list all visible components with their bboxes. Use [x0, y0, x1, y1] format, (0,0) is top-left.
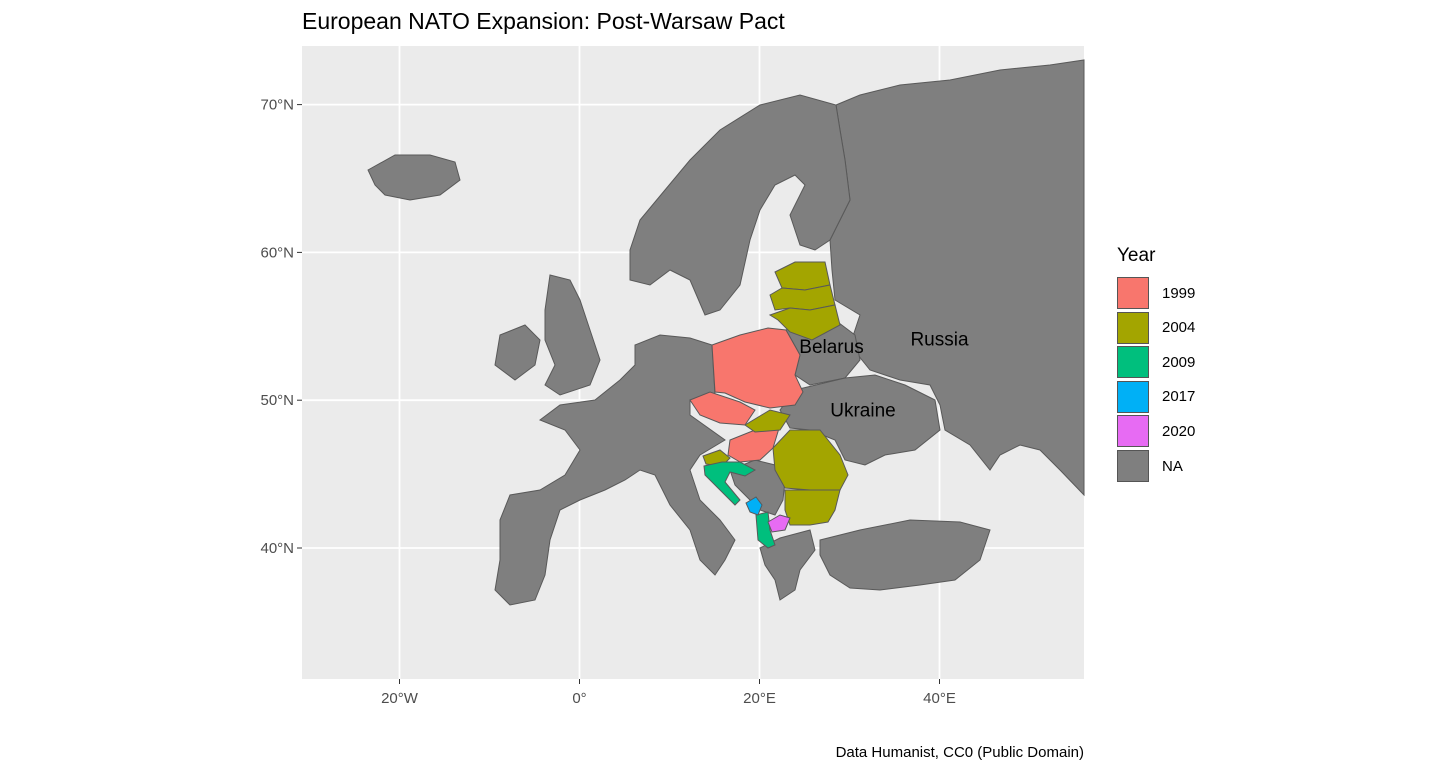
country-russia	[829, 59, 1085, 497]
legend-title: Year	[1117, 245, 1156, 266]
x-tick-label: 0°	[572, 690, 586, 707]
legend-item-na: NA	[1117, 449, 1183, 483]
legend-item-1999: 1999	[1117, 276, 1195, 310]
country-poland	[711, 327, 804, 409]
country-north-macedonia	[767, 514, 791, 533]
legend-swatch	[1117, 380, 1149, 413]
x-tick-label: 20°E	[743, 690, 776, 707]
country-label-ukraine: Ukraine	[830, 400, 895, 421]
caption: Data Humanist, CC0 (Public Domain)	[835, 744, 1084, 761]
country-lithuania	[768, 304, 841, 341]
y-tick-label: 60°N	[260, 244, 294, 261]
country-romania	[772, 429, 849, 491]
y-tick-label: 70°N	[260, 97, 294, 114]
country-label-belarus: Belarus	[799, 337, 863, 358]
legend-swatch	[1117, 311, 1149, 344]
x-tick-label: 20°W	[381, 690, 419, 707]
legend-label: NA	[1162, 457, 1183, 475]
country-bulgaria	[784, 489, 841, 526]
legend-item-2009: 2009	[1117, 345, 1195, 379]
country-albania	[755, 511, 776, 549]
country-ukraine	[779, 374, 941, 466]
legend-swatch	[1117, 415, 1149, 448]
legend-swatch	[1117, 277, 1149, 309]
x-tick-label: 40°E	[923, 690, 956, 707]
legend-label: 2017	[1162, 388, 1196, 406]
legend-item-2004: 2004	[1117, 311, 1195, 345]
legend-swatch	[1117, 450, 1149, 482]
land-layer	[367, 59, 1085, 606]
country-czech-republic	[689, 391, 756, 426]
country-label-russia: Russia	[910, 330, 969, 351]
country-greece	[759, 529, 816, 601]
country-montenegro	[745, 496, 763, 516]
legend-label: 2004	[1162, 319, 1196, 337]
country-uk	[544, 274, 601, 396]
legend-item-2020: 2020	[1117, 414, 1195, 448]
country-slovakia	[744, 409, 791, 433]
country-iceland	[367, 154, 461, 201]
country-turkey	[819, 519, 991, 591]
country-ireland	[494, 324, 541, 381]
country-western-europe	[494, 334, 736, 606]
y-tick-label: 40°N	[260, 540, 294, 557]
legend-item-2017: 2017	[1117, 380, 1195, 414]
x-axis: 20°W 0° 20°E 40°E	[381, 679, 956, 707]
country-labels: Belarus Ukraine Russia	[799, 330, 969, 422]
map-title: European NATO Expansion: Post-Warsaw Pac…	[302, 8, 785, 34]
legend-swatch	[1117, 346, 1149, 379]
y-axis: 40°N 50°N 60°N 70°N	[260, 97, 302, 557]
legend-label: 2009	[1162, 353, 1196, 371]
country-croatia	[703, 461, 757, 506]
y-tick-label: 50°N	[260, 392, 294, 409]
legend-label: 2020	[1162, 422, 1196, 440]
country-scandinavia	[629, 94, 851, 316]
legend-label: 1999	[1162, 284, 1196, 302]
